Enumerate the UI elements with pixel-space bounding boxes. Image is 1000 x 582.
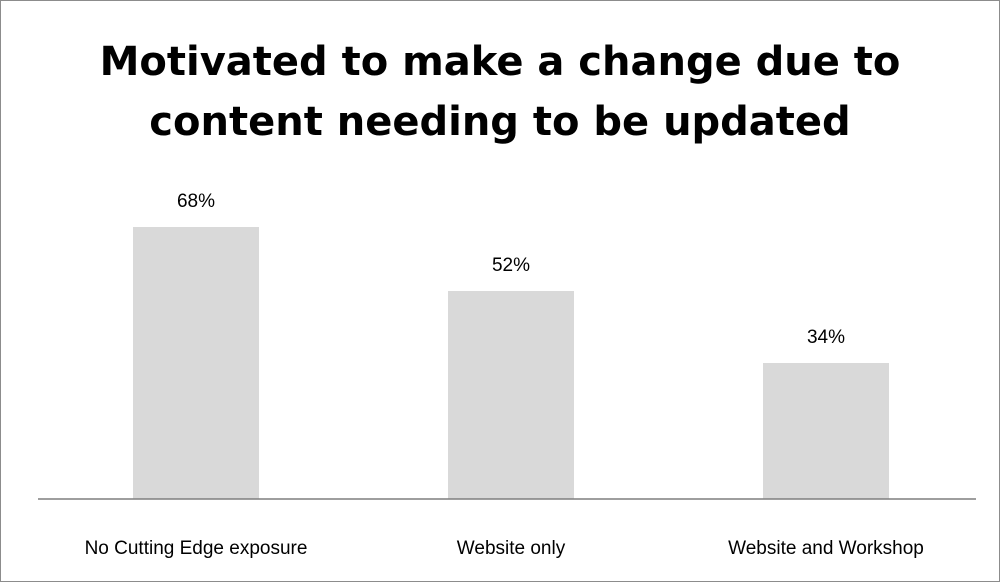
- data-label-3: 34%: [807, 327, 845, 348]
- data-label-2: 52%: [492, 255, 530, 276]
- chart-title-line-2: content needing to be updated: [149, 99, 850, 145]
- chart-title-line-1: Motivated to make a change due to: [100, 39, 901, 85]
- bar-2: [448, 291, 574, 499]
- bars-layer: [133, 227, 889, 499]
- category-label-1: No Cutting Edge exposure: [85, 538, 308, 559]
- bar-3: [763, 363, 889, 499]
- category-label-3: Website and Workshop: [728, 538, 924, 559]
- labels-layer: 68% No Cutting Edge exposure 52% Website on…: [85, 191, 924, 559]
- bar-1: [133, 227, 259, 499]
- data-label-1: 68%: [177, 191, 215, 212]
- category-label-2: Website only: [457, 538, 566, 559]
